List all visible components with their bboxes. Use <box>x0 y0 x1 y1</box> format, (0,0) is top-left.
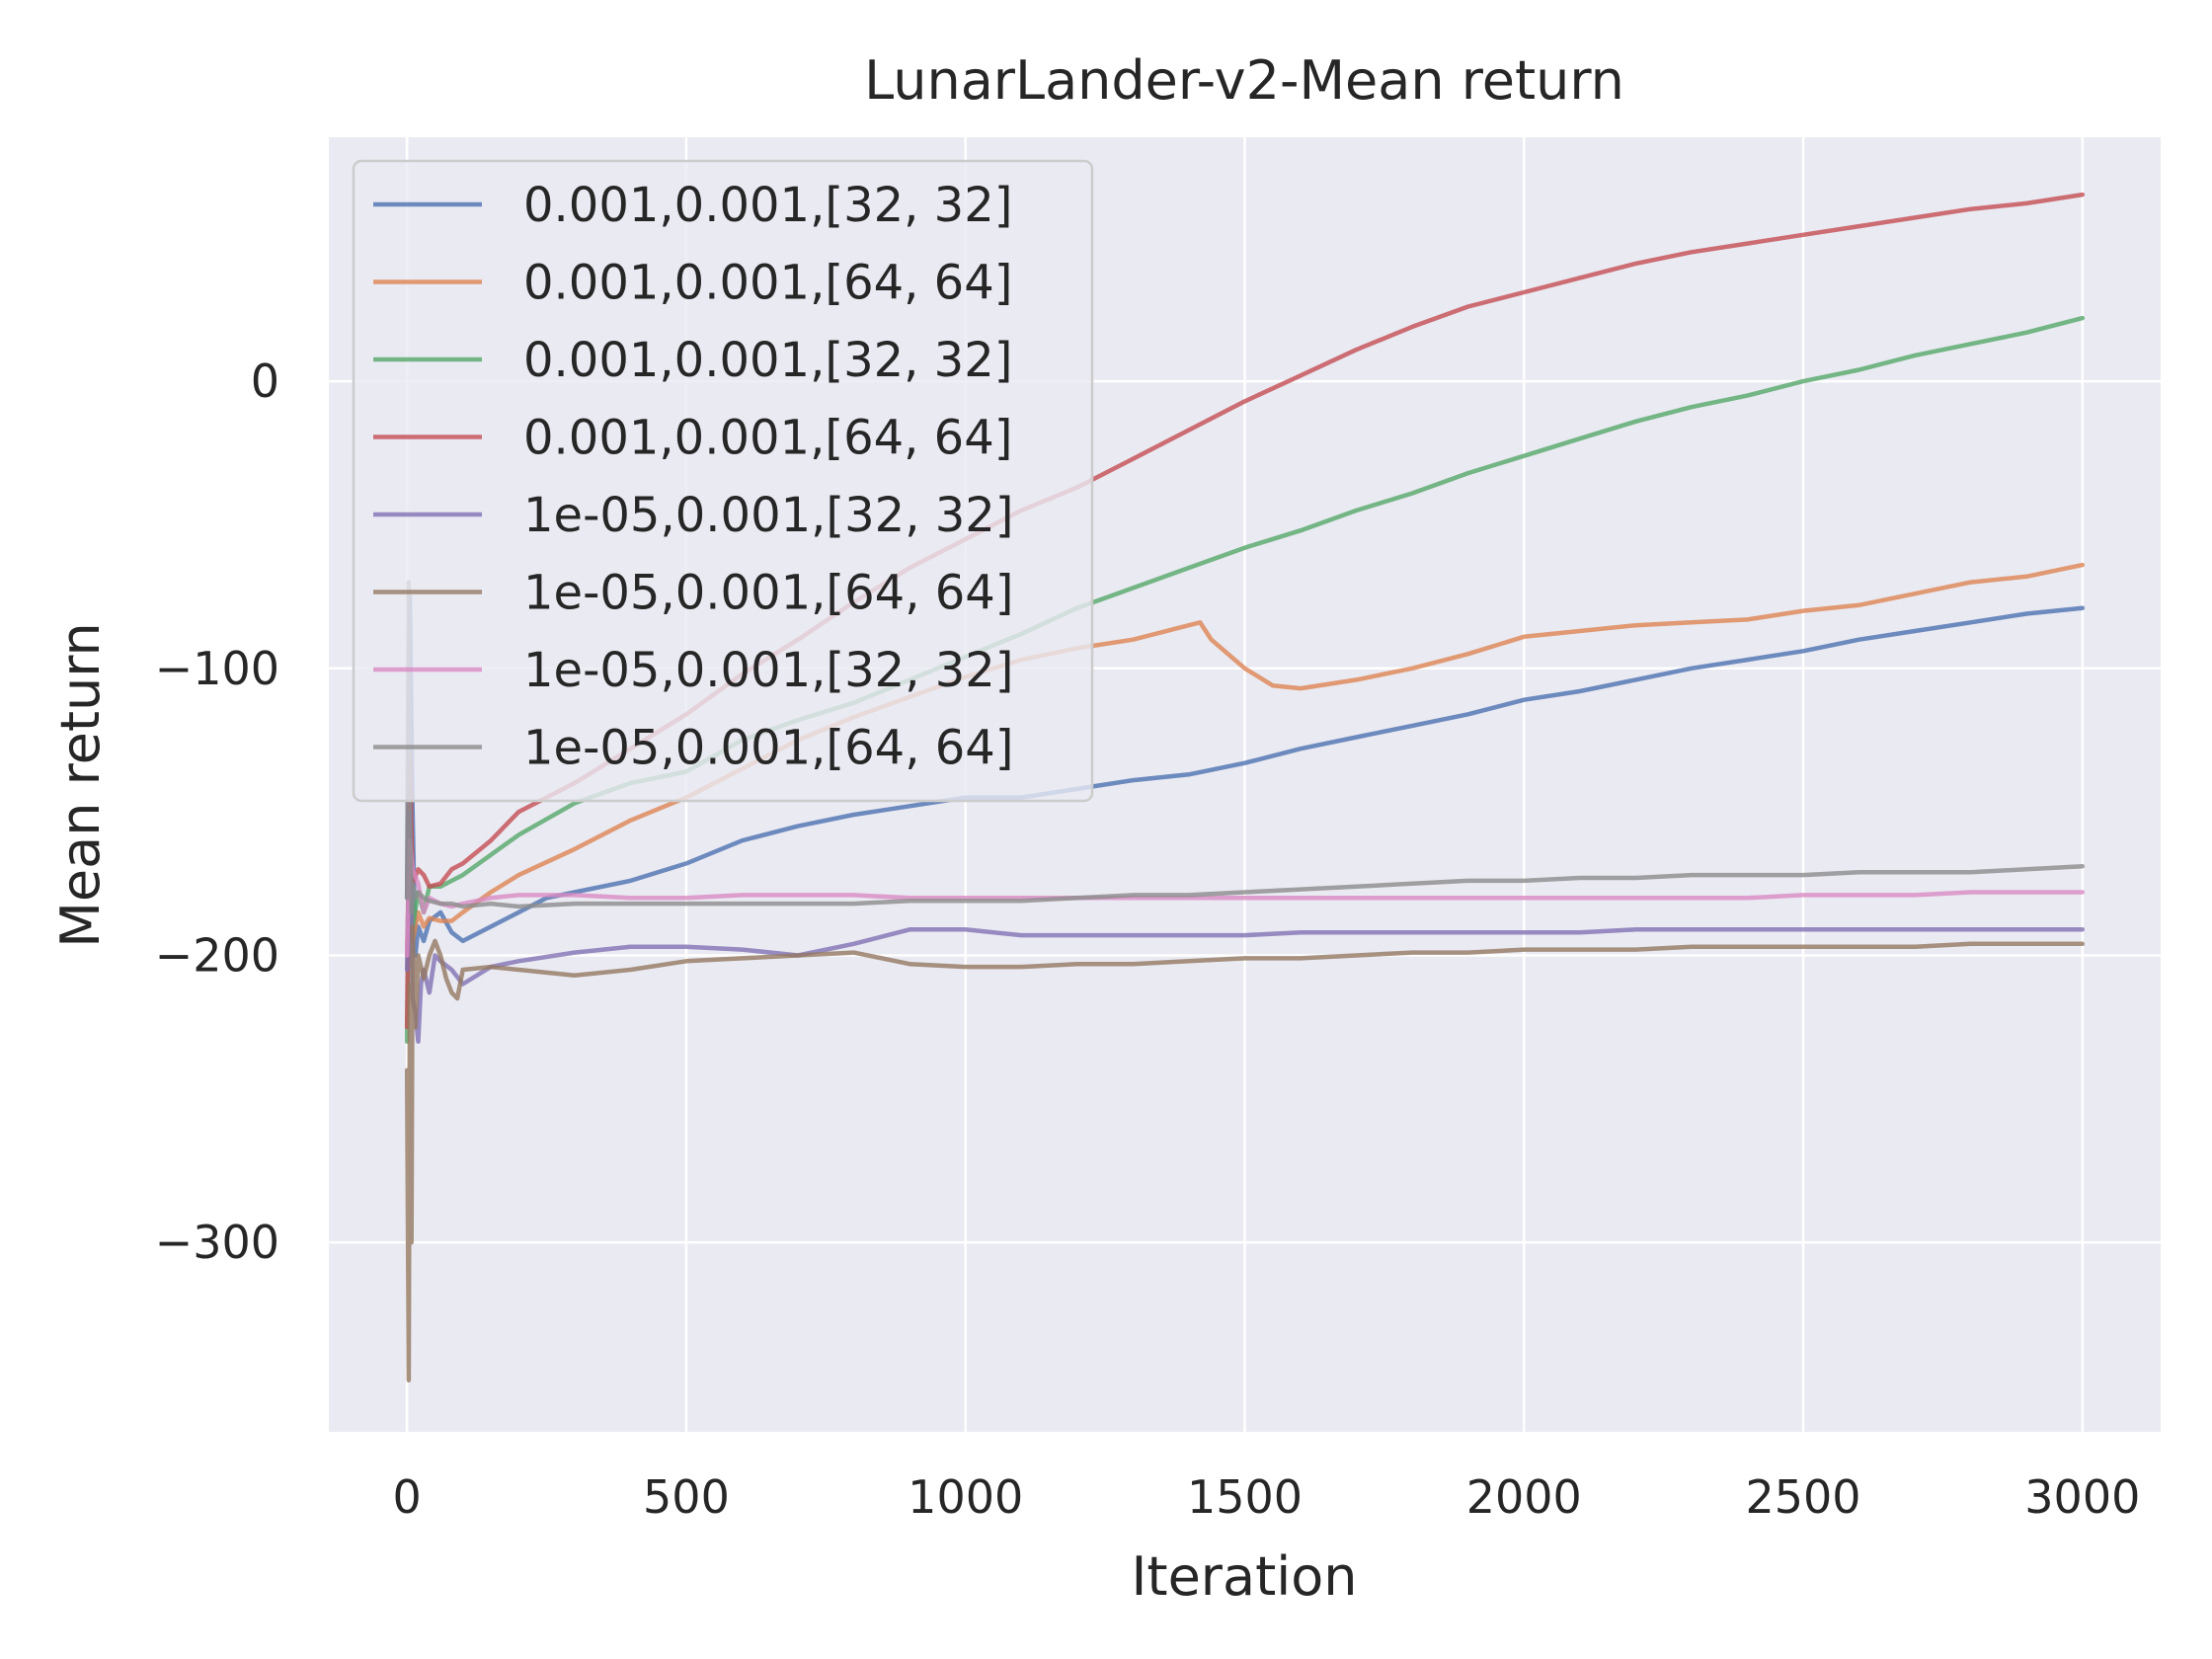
x-tick-label: 500 <box>643 1470 730 1524</box>
x-tick-label: 0 <box>393 1470 422 1524</box>
x-axis-title: Iteration <box>1131 1545 1357 1608</box>
x-tick-label: 2000 <box>1466 1470 1582 1524</box>
legend: 0.001,0.001,[32, 32] 0.001,0.001,[64, 64]… <box>352 159 1094 803</box>
y-tick-label: −200 <box>155 928 279 982</box>
series-line-2 <box>404 562 2086 958</box>
y-tick-label: 0 <box>251 355 279 408</box>
y-axis-ticks: −300 −200 −100 0 <box>155 355 279 1269</box>
x-tick-label: 2500 <box>1746 1470 1861 1524</box>
y-axis-title: Mean return <box>49 622 112 947</box>
series-line-6 <box>404 924 2086 1382</box>
legend-label: 1e-05,0.001,[32, 32] <box>523 488 1014 543</box>
series-line-5 <box>404 809 2086 1044</box>
legend-label: 0.001,0.001,[64, 64] <box>523 411 1012 466</box>
x-tick-label: 1500 <box>1187 1470 1303 1524</box>
series-line-8 <box>404 580 2086 915</box>
legend-label: 0.001,0.001,[32, 32] <box>523 333 1012 388</box>
legend-label: 0.001,0.001,[64, 64] <box>523 256 1012 311</box>
legend-label: 1e-05,0.001,[32, 32] <box>523 643 1014 698</box>
legend-box <box>352 159 1094 803</box>
y-tick-label: −100 <box>155 642 279 695</box>
x-tick-label: 3000 <box>2024 1470 2140 1524</box>
legend-label: 1e-05,0.001,[64, 64] <box>523 721 1014 776</box>
y-tick-label: −300 <box>155 1216 279 1269</box>
chart-title: LunarLander-v2-Mean return <box>864 49 1624 112</box>
legend-label: 1e-05,0.001,[64, 64] <box>523 566 1014 621</box>
x-axis-ticks: 0 500 1000 1500 2000 2500 3000 <box>393 1470 2141 1524</box>
x-tick-label: 1000 <box>908 1470 1023 1524</box>
legend-label: 0.001,0.001,[32, 32] <box>523 178 1012 233</box>
